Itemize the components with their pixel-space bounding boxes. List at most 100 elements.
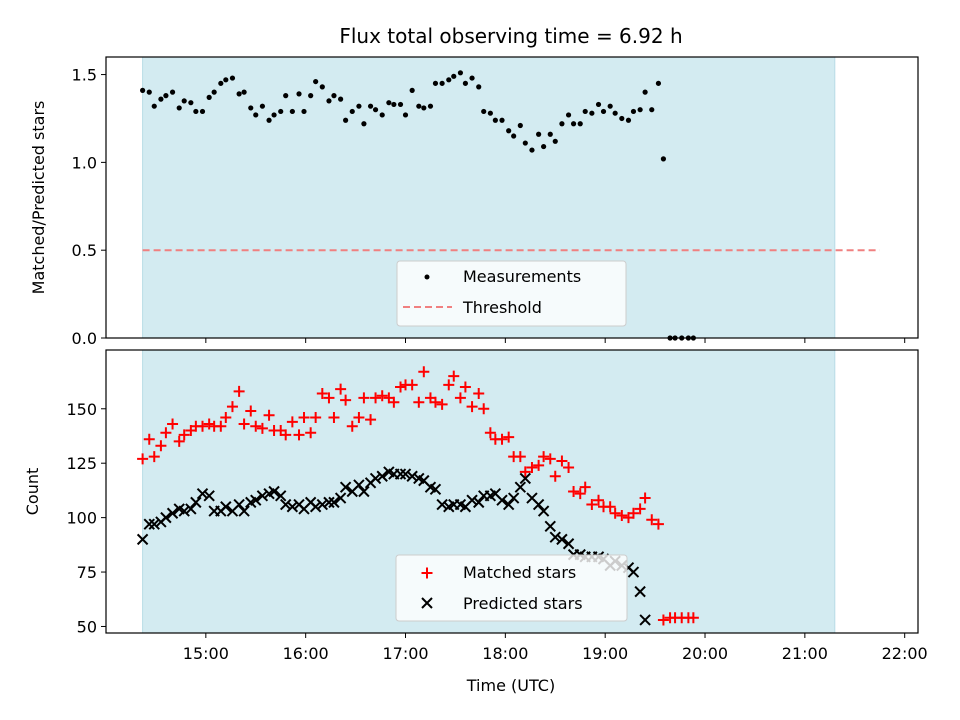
matched-star-point: [280, 429, 292, 441]
predicted-star-point: [519, 472, 532, 485]
measurement-point: [625, 117, 632, 123]
matched-star-point: [448, 370, 460, 382]
measurement-point: [457, 70, 464, 76]
predicted-star-point: [562, 538, 575, 550]
measurement-point: [462, 80, 469, 86]
measurement-point: [427, 103, 434, 109]
series-matched-stars: [137, 366, 699, 626]
predicted-star-point: [394, 468, 407, 480]
matched-star-point: [220, 411, 232, 423]
measurement-point: [319, 84, 325, 90]
matched-star-point: [568, 486, 580, 497]
measurement-point: [218, 80, 224, 86]
series-predicted-stars: [136, 466, 651, 626]
measurement-point: [397, 101, 404, 108]
matched-star-point: [167, 418, 179, 430]
matched-star-point: [263, 409, 275, 421]
matched-star-point: [286, 416, 298, 428]
predicted-star-point: [238, 505, 250, 517]
predicted-star-point: [250, 494, 262, 506]
measurement-point: [151, 103, 157, 109]
matched-star-point: [370, 392, 382, 404]
measurement-point: [386, 100, 392, 106]
y-tick-label: 125: [66, 454, 97, 473]
matched-star-point: [556, 455, 568, 467]
matched-star-point: [593, 494, 605, 506]
matched-star-point: [652, 518, 664, 530]
predicted-star-point: [639, 614, 651, 626]
measurement-point: [506, 128, 512, 134]
matched-star-point: [178, 429, 190, 441]
x-tick-label: 18:00: [482, 644, 528, 663]
measurement-point: [158, 96, 164, 102]
measurement-point: [379, 112, 385, 118]
predicted-star-point: [634, 585, 646, 598]
measurement-point: [409, 87, 415, 93]
predicted-star-point: [309, 501, 322, 513]
measurement-point: [416, 103, 422, 109]
matched-star-point: [406, 379, 418, 391]
measurement-point: [313, 78, 319, 85]
matched-star-point: [538, 451, 550, 463]
measurement-point: [266, 117, 272, 123]
matched-star-point: [316, 388, 328, 400]
measurement-point: [308, 93, 314, 99]
measurement-point: [259, 103, 266, 109]
matched-star-point: [627, 507, 639, 519]
matched-star-point: [358, 392, 370, 404]
measurement-point: [361, 121, 367, 127]
matched-star-point: [173, 435, 185, 447]
measurement-point: [439, 80, 445, 86]
matched-star-point: [388, 396, 400, 408]
matched-star-point: [155, 440, 167, 452]
series-measurements: [140, 70, 696, 341]
y-tick-label: 50: [77, 617, 97, 636]
predicted-star-point: [376, 470, 388, 482]
predicted-star-point: [323, 496, 335, 509]
measurement-point: [391, 101, 397, 108]
measurement-point: [176, 105, 182, 111]
measurement-point: [642, 89, 648, 95]
predicted-star-point: [353, 479, 365, 491]
matched-star-point: [533, 459, 545, 471]
matched-star-point: [574, 488, 586, 500]
matched-star-point: [484, 427, 496, 439]
x-tick-label: 17:00: [382, 644, 428, 663]
matched-star-point: [687, 612, 699, 624]
measurement-point: [278, 108, 284, 115]
y-tick-label: 1.5: [72, 66, 97, 85]
predicted-star-point: [544, 520, 556, 533]
matched-star-point: [473, 388, 485, 400]
predicted-star-point: [279, 498, 292, 511]
legend-x-glyph: [421, 597, 433, 609]
matched-star-point: [226, 401, 238, 413]
bottom-legend-box: [395, 554, 628, 622]
predicted-star-point: [268, 485, 280, 498]
measurement-point: [589, 110, 595, 116]
matched-star-point: [353, 411, 365, 423]
matched-star-point: [466, 401, 478, 413]
x-tick-label: 19:00: [582, 644, 628, 663]
predicted-star-point: [185, 503, 197, 515]
matched-star-point: [305, 427, 317, 439]
x-tick-label: 21:00: [782, 644, 828, 663]
matched-star-point: [443, 379, 455, 391]
measurement-point: [600, 108, 607, 115]
matched-star-point: [250, 420, 262, 432]
measurement-point: [301, 108, 307, 115]
measurement-point: [511, 133, 517, 139]
matched-star-point: [549, 470, 561, 482]
top-series: [140, 70, 880, 341]
matched-star-point: [365, 414, 377, 426]
measurement-point: [432, 80, 439, 86]
matched-star-point: [328, 411, 340, 423]
predicted-star-point: [537, 505, 550, 517]
matched-star-point: [514, 451, 526, 463]
measurement-point: [481, 108, 487, 115]
measurement-point: [296, 91, 302, 97]
bottom-x-axis: 15:00 16:00 17:00 18:00 19:00 20:00 21:00 22:00: [183, 633, 928, 663]
top-legend-box: [396, 260, 627, 327]
panel-bottom: 50 75 100 125 150 15:00 16:00 17:00 18:00 19:00 2…: [23, 349, 928, 663]
predicted-star-point: [466, 494, 478, 506]
measurement-point: [241, 89, 247, 95]
